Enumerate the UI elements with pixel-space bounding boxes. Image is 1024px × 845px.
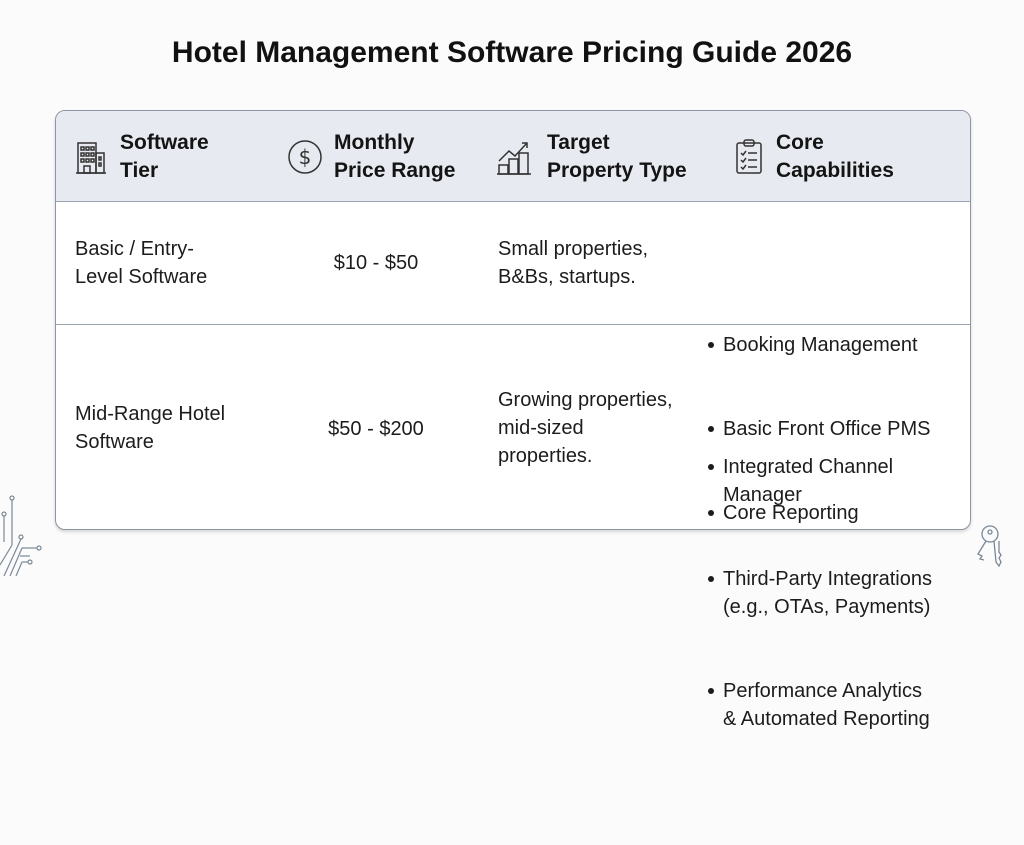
dollar-circle-icon: $ bbox=[288, 140, 322, 174]
clipboard-checklist-icon bbox=[736, 139, 762, 174]
header-label: Software Tier bbox=[120, 131, 209, 182]
circuit-decoration-icon bbox=[0, 495, 42, 576]
table-row: Basic / Entry- Level Software $10 - $50 … bbox=[56, 202, 970, 524]
software-tier: Basic / Entry- Level Software bbox=[75, 238, 208, 288]
capabilities-list: Booking Management Basic Front Office PM… bbox=[706, 219, 968, 639]
capability-item: Integrated Channel Manager bbox=[706, 453, 968, 509]
monthly-price: $10 - $50 bbox=[333, 252, 419, 274]
table-row: Mid-Range Hotel Software $50 - $200 Grow… bbox=[56, 325, 970, 730]
capability-item: Core Reporting bbox=[706, 499, 968, 527]
building-icon bbox=[76, 142, 106, 174]
header-label: Core Capabilities bbox=[776, 131, 894, 182]
header-core-capabilities: Core Capabilities bbox=[734, 129, 894, 185]
capability-item: Booking Management bbox=[706, 331, 968, 359]
header-label: Monthly Price Range bbox=[334, 131, 456, 182]
header-software-tier: Software Tier bbox=[74, 129, 209, 185]
header-target-property-type: Target Property Type bbox=[497, 129, 687, 185]
growth-chart-buildings-icon bbox=[497, 142, 531, 175]
software-tier: Mid-Range Hotel Software bbox=[75, 403, 226, 453]
keys-icon bbox=[977, 525, 1002, 568]
monthly-price: $50 - $200 bbox=[328, 418, 424, 440]
capabilities-list: Integrated Channel Manager Third-Party I… bbox=[706, 341, 968, 845]
target-property: Small properties, B&Bs, startups. bbox=[498, 238, 649, 288]
svg-text:$: $ bbox=[299, 145, 312, 169]
page-title: Hotel Management Software Pricing Guide … bbox=[171, 36, 853, 69]
header-monthly-price-range: $ Monthly Price Range bbox=[286, 129, 455, 185]
table-header: Software Tier $ Monthly Price Range Targ… bbox=[56, 111, 970, 202]
pricing-table: Software Tier $ Monthly Price Range Targ… bbox=[55, 110, 971, 730]
capability-item: Third-Party Integrations (e.g., OTAs, Pa… bbox=[706, 565, 968, 621]
capability-item: Performance Analytics & Automated Report… bbox=[706, 677, 968, 733]
capability-item: Basic Front Office PMS bbox=[706, 415, 968, 443]
target-property: Growing properties, mid-sized properties… bbox=[498, 389, 673, 467]
header-label: Target Property Type bbox=[547, 131, 687, 182]
